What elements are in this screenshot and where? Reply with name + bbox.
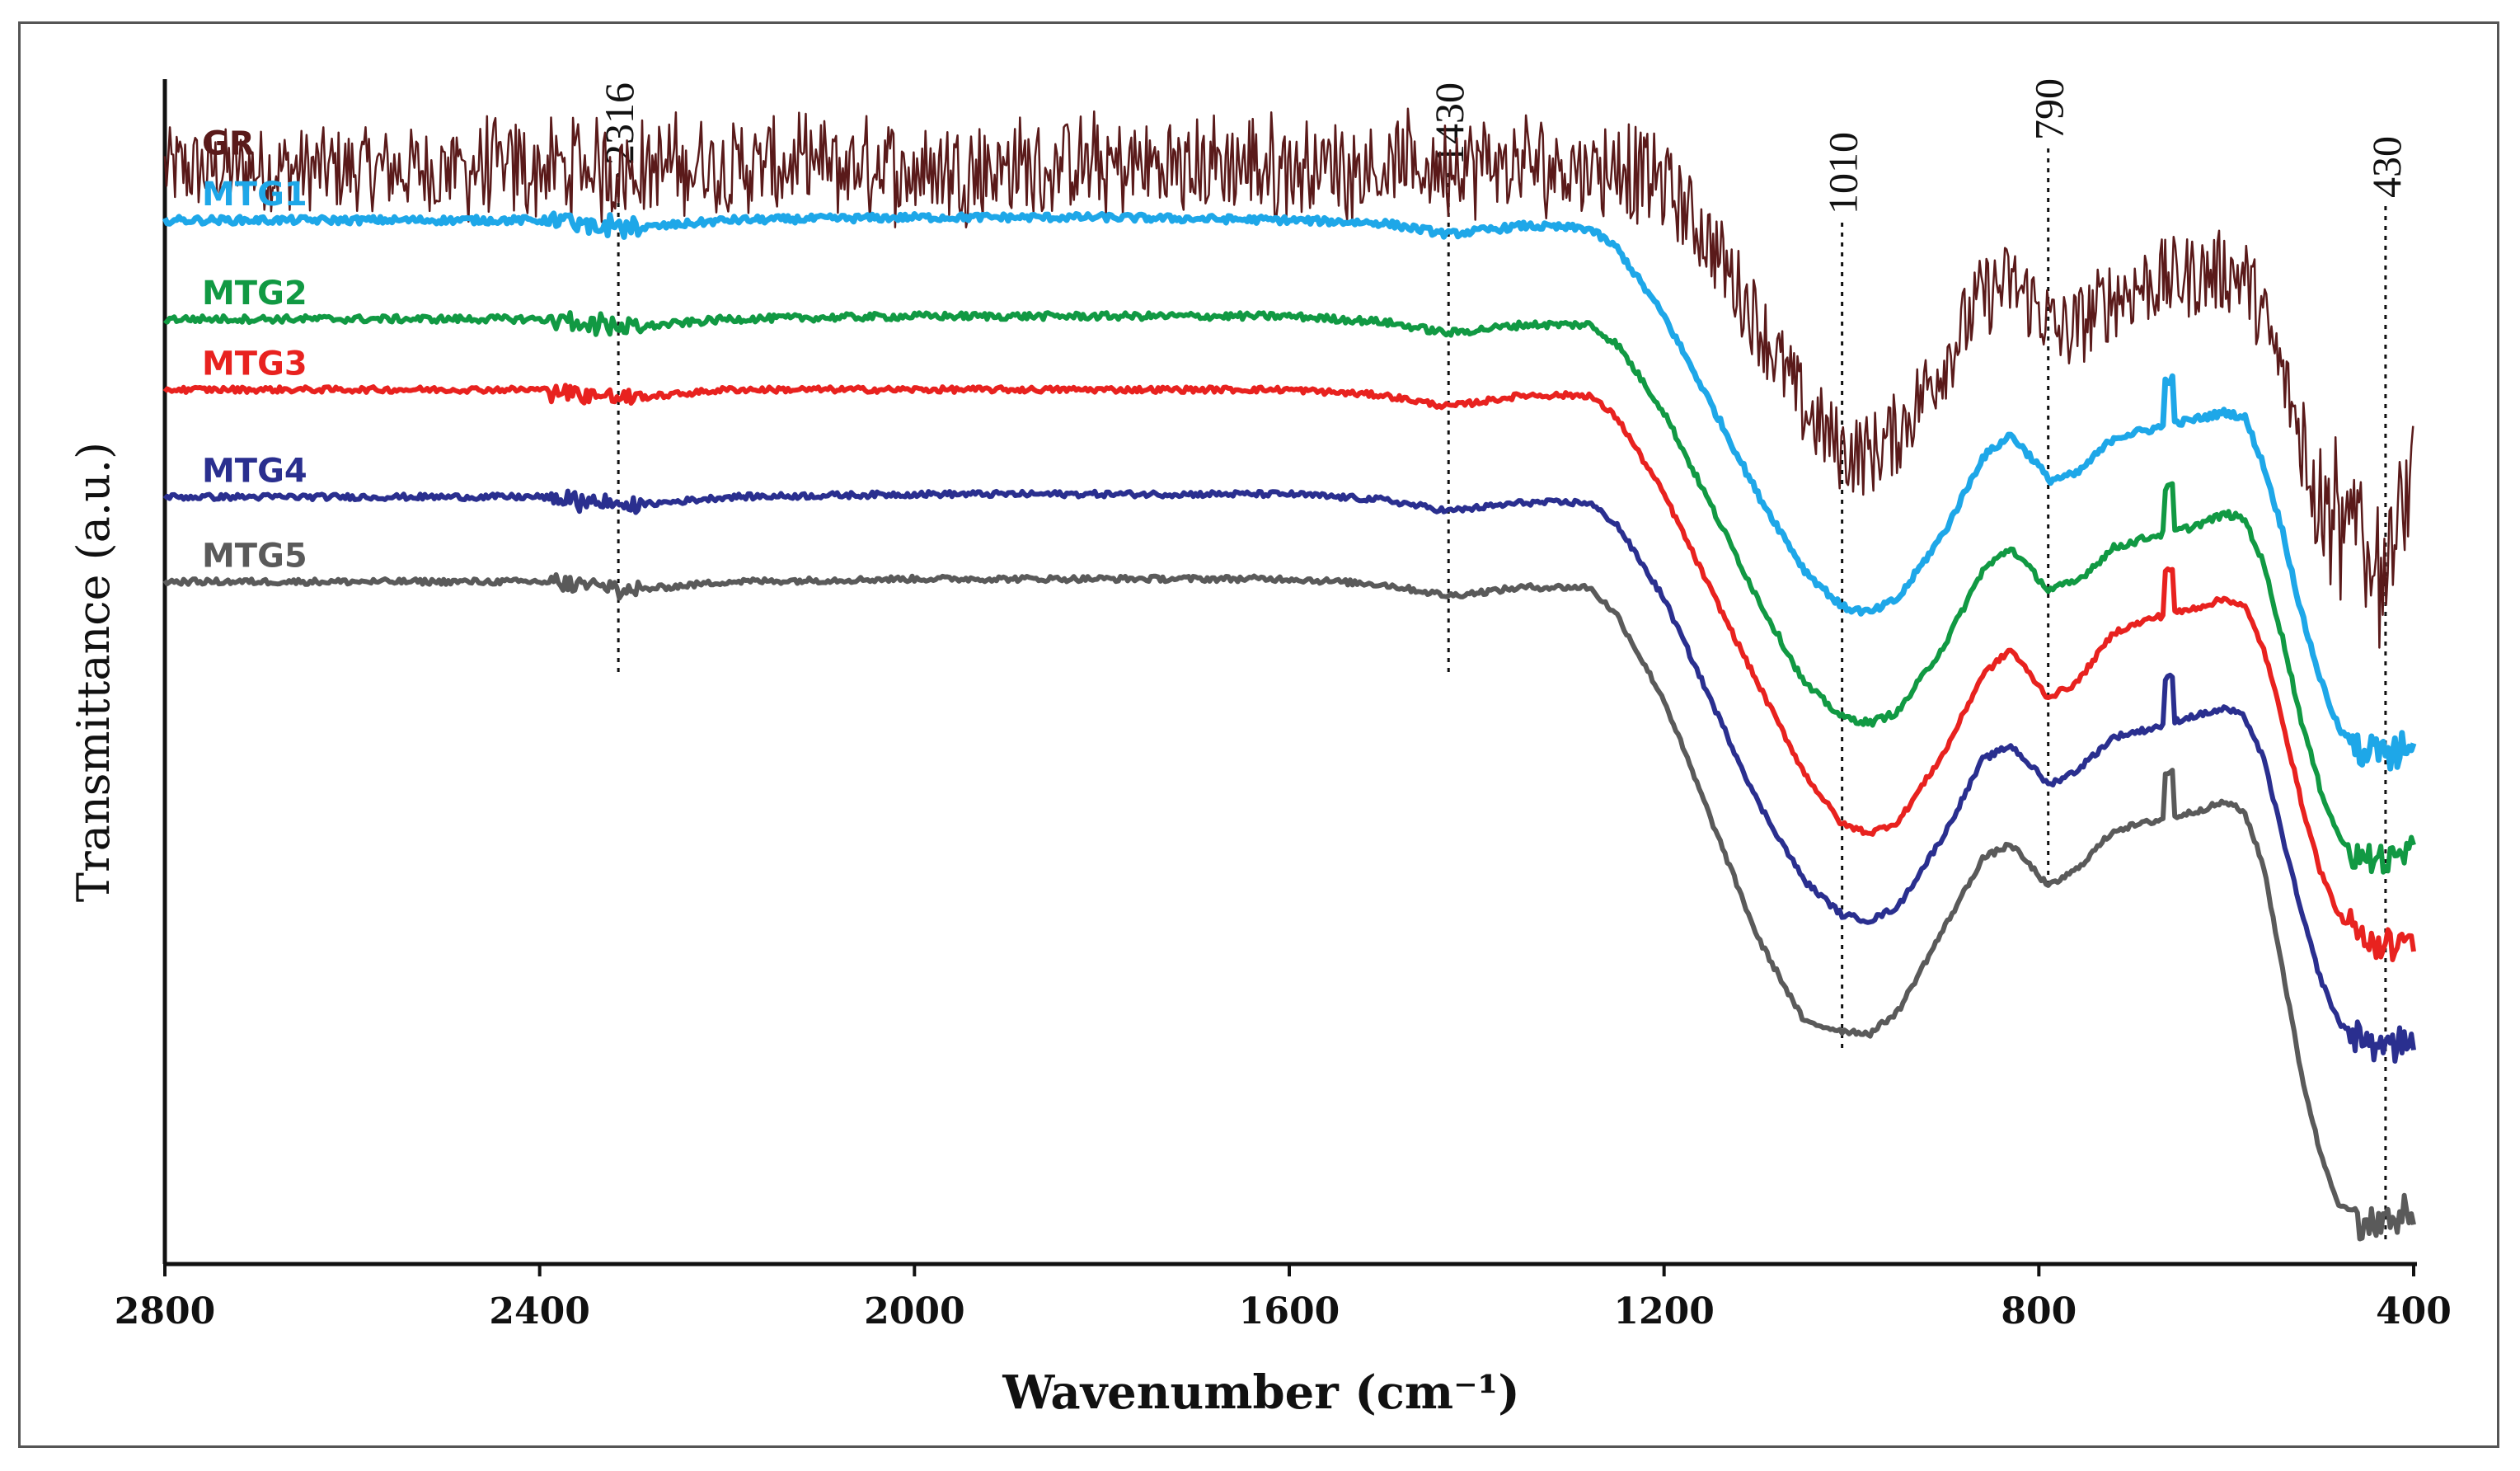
series-line-mtg4 — [162, 488, 2416, 1064]
x-tick-label: 2800 — [115, 1290, 215, 1332]
x-tick-label: 1600 — [1239, 1290, 1340, 1332]
series-line-mtg3 — [162, 383, 2416, 962]
peak-label: 430 — [2363, 136, 2410, 198]
x-tick-label: 800 — [2001, 1290, 2077, 1332]
series-label-mtg4: MTG4 — [202, 453, 307, 491]
series-labels: GR MTG1 MTG2 MTG3 MTG4 MTG5 — [202, 125, 307, 575]
figure-frame — [18, 21, 2499, 1448]
series-label-mtg2: MTG2 — [202, 275, 307, 313]
series-label-mtg1: MTG1 — [202, 176, 307, 214]
x-tick-label: 2400 — [489, 1290, 589, 1332]
series-line-gr — [163, 107, 2414, 649]
x-tick-label: 400 — [2376, 1290, 2452, 1332]
x-tick-label: 1200 — [1613, 1290, 1714, 1332]
series-label-mtg5: MTG5 — [202, 537, 307, 575]
series-label-mtg3: MTG3 — [202, 345, 307, 383]
series-lines — [162, 107, 2417, 1242]
series-label-gr: GR — [202, 125, 255, 162]
peak-label: 790 — [2026, 78, 2072, 140]
series-line-mtg5 — [162, 572, 2416, 1242]
x-axis-title: Wavenumber (cm⁻¹) — [1002, 1365, 1519, 1420]
x-tick-label: 2000 — [864, 1290, 964, 1332]
x-ticks: 2800 2400 2000 1600 1200 800 400 — [115, 1264, 2452, 1332]
peak-label: 1010 — [1820, 132, 1866, 214]
series-line-mtg1 — [162, 210, 2417, 772]
series-line-mtg2 — [163, 310, 2416, 875]
y-axis-title: Transmittance (a.u.) — [68, 442, 120, 902]
